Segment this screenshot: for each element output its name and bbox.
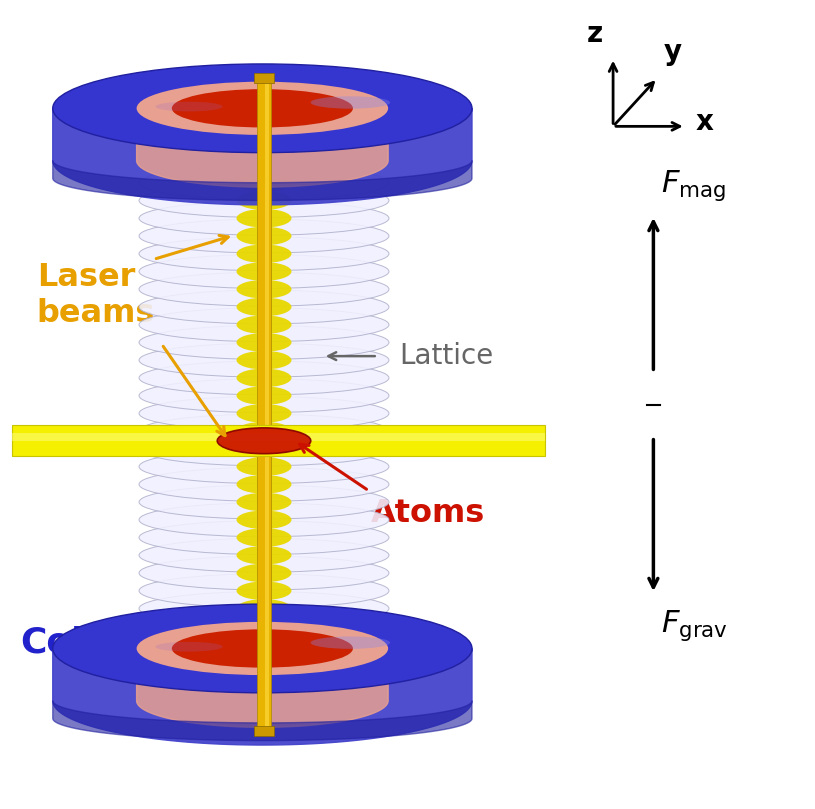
Bar: [253, 726, 274, 736]
Bar: [12, 433, 544, 441]
Text: Laser
beams: Laser beams: [37, 262, 155, 329]
Ellipse shape: [137, 622, 388, 675]
Ellipse shape: [236, 333, 292, 352]
Ellipse shape: [139, 307, 389, 341]
Ellipse shape: [236, 369, 292, 388]
Ellipse shape: [236, 475, 292, 493]
Ellipse shape: [139, 521, 389, 554]
Bar: [257, 78, 271, 731]
Ellipse shape: [236, 546, 292, 565]
Ellipse shape: [311, 637, 390, 649]
Ellipse shape: [236, 493, 292, 511]
Ellipse shape: [236, 298, 292, 316]
Polygon shape: [53, 108, 472, 205]
Polygon shape: [53, 701, 472, 740]
Ellipse shape: [139, 450, 389, 484]
Ellipse shape: [236, 617, 292, 636]
Ellipse shape: [236, 316, 292, 334]
Ellipse shape: [236, 351, 292, 370]
Ellipse shape: [218, 428, 311, 454]
Ellipse shape: [139, 414, 389, 448]
Ellipse shape: [139, 343, 389, 377]
Ellipse shape: [139, 503, 389, 536]
Polygon shape: [137, 108, 388, 187]
Text: x: x: [695, 108, 713, 137]
Ellipse shape: [139, 609, 389, 643]
Ellipse shape: [236, 421, 292, 440]
Ellipse shape: [139, 591, 389, 625]
Ellipse shape: [139, 237, 389, 271]
Ellipse shape: [139, 396, 389, 430]
Ellipse shape: [139, 485, 389, 519]
Ellipse shape: [236, 404, 292, 422]
Ellipse shape: [156, 642, 222, 651]
Ellipse shape: [139, 574, 389, 608]
Ellipse shape: [137, 82, 388, 135]
Ellipse shape: [139, 432, 389, 466]
Ellipse shape: [139, 273, 389, 306]
Ellipse shape: [156, 102, 222, 112]
Ellipse shape: [139, 556, 389, 590]
Text: Lattice: Lattice: [399, 342, 494, 371]
Bar: [253, 73, 274, 83]
Bar: [265, 78, 269, 731]
Polygon shape: [53, 160, 472, 201]
Ellipse shape: [139, 166, 389, 200]
Ellipse shape: [236, 191, 292, 210]
Ellipse shape: [236, 439, 292, 458]
Ellipse shape: [139, 468, 389, 502]
Text: z: z: [588, 20, 603, 49]
Ellipse shape: [236, 528, 292, 547]
Ellipse shape: [236, 244, 292, 263]
Ellipse shape: [172, 629, 353, 667]
Ellipse shape: [236, 564, 292, 582]
Ellipse shape: [139, 538, 389, 572]
Text: Atoms: Atoms: [371, 498, 486, 529]
Ellipse shape: [236, 510, 292, 529]
Ellipse shape: [139, 201, 389, 235]
Ellipse shape: [236, 599, 292, 618]
Ellipse shape: [139, 325, 389, 359]
Ellipse shape: [236, 209, 292, 227]
Ellipse shape: [236, 262, 292, 281]
Ellipse shape: [139, 184, 389, 218]
Ellipse shape: [139, 290, 389, 324]
Text: Coils: Coils: [20, 625, 118, 659]
Polygon shape: [53, 649, 472, 745]
Ellipse shape: [236, 227, 292, 245]
Ellipse shape: [53, 64, 472, 153]
Ellipse shape: [139, 361, 389, 395]
Ellipse shape: [236, 582, 292, 600]
Ellipse shape: [172, 89, 353, 128]
Ellipse shape: [139, 255, 389, 288]
Ellipse shape: [236, 387, 292, 405]
Ellipse shape: [311, 96, 390, 108]
Ellipse shape: [236, 457, 292, 476]
Text: y: y: [664, 38, 682, 66]
Text: $F_{\mathrm{mag}}$: $F_{\mathrm{mag}}$: [662, 168, 726, 203]
Ellipse shape: [139, 219, 389, 253]
Ellipse shape: [236, 173, 292, 192]
Ellipse shape: [139, 379, 389, 413]
Bar: [12, 426, 544, 456]
Ellipse shape: [236, 280, 292, 299]
Text: $F_{\mathrm{grav}}$: $F_{\mathrm{grav}}$: [662, 608, 729, 642]
Polygon shape: [137, 649, 388, 727]
Ellipse shape: [53, 604, 472, 693]
